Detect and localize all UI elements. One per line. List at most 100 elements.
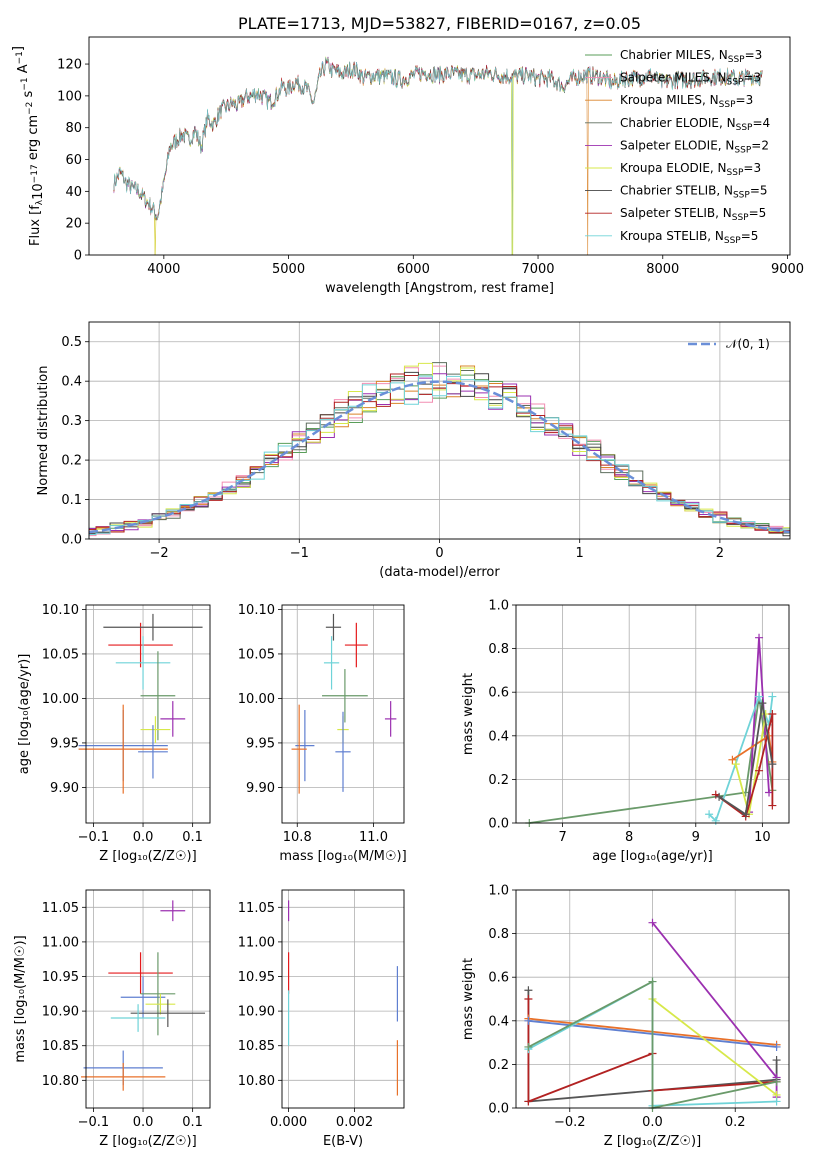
weight-marker [768,760,777,769]
x-axis-label: (data-model)/error [379,565,500,580]
x-tick-label: 0.002 [336,1115,373,1130]
weight-marker [768,710,777,718]
weight-marker [772,1097,781,1106]
weight-marker [768,692,777,701]
y-tick-label: 0.0 [488,1102,509,1117]
x-tick-label: −0.1 [78,1115,110,1130]
x-tick-label: 8000 [646,262,679,277]
y-tick-label: 10.00 [238,692,275,707]
y-tick-label: 10.95 [238,970,275,985]
spectrum-lines [113,56,763,255]
legend-entry: Kroupa ELODIE, NSSP=3 [620,161,761,178]
axes-frame [88,36,791,256]
y-tick-label: 10.05 [42,647,79,662]
weight-marker [731,760,740,769]
normal-curve [88,380,791,534]
legend-entry: Salpeter STELIB, NSSP=5 [620,206,766,223]
panel-residuals: −2 −1 0 1 2 0.0 0.1 0.2 0.3 0.4 0.5 (data-model)/er… [36,321,791,580]
y-tick-label: 0.6 [488,686,509,701]
panel-spectrum: 4000 5000 6000 7000 8000 9000 0 20 40 60 80 100 120 P… [11,14,804,296]
x-tick-label: 7000 [521,262,554,277]
y-tick-label: 0.8 [488,927,509,942]
x-axis-label: Z [log₁₀(Z/Z☉)] [604,1134,701,1149]
x-axis-label: Z [log₁₀(Z/Z☉)] [99,849,196,864]
errorbar-point [78,704,168,794]
y-tick-label: 80 [65,121,82,136]
y-tick-label: 9.95 [50,736,79,751]
legend-entry: Salpeter MILES, NSSP=3 [620,71,761,88]
y-tick-label: 0 [74,249,82,264]
axes-frame [281,889,405,1109]
y-tick-label: 9.90 [50,781,79,796]
panel-weight_vs_age: 7 8 9 10 0.0 0.2 0.4 0.6 0.8 1.0 age [log₁₀(age/yr… [461,599,790,864]
errorbar-point [108,622,173,668]
y-tick-label: 10.10 [42,603,79,618]
errorbar-point [138,725,168,779]
x-tick-label: 8 [625,830,633,845]
y-tick-label: 60 [65,153,82,168]
x-tick-label: −0.2 [554,1115,586,1130]
y-tick-label: 11.00 [238,935,275,950]
x-tick-label: 0.0 [133,830,154,845]
errorbar-point [295,709,315,782]
y-tick-label: 0.0 [488,817,509,832]
x-tick-label: 10.8 [283,830,312,845]
y-tick-label: 10.05 [238,647,275,662]
errorbar-point [160,701,186,737]
weight-marker [711,816,720,825]
y-tick-label: 10.10 [238,603,275,618]
y-axis-label: mass weight [461,958,476,1040]
x-tick-label: 10 [754,830,771,845]
weight-marker [755,692,764,701]
weight-marker [758,699,767,708]
y-tick-label: 0.8 [488,642,509,657]
y-tick-label: 100 [57,89,82,104]
y-tick-label: 11.05 [42,901,79,916]
y-tick-label: 0.4 [488,1014,509,1029]
legend-entry: Kroupa MILES, NSSP=3 [620,93,753,110]
x-tick-label: 0.2 [725,1115,746,1130]
y-tick-label: 120 [57,58,82,73]
errorbar-point [323,636,340,690]
x-tick-label: 0.0 [642,1115,663,1130]
spectrum-series-8 [113,56,763,221]
x-tick-label: 1 [576,546,584,561]
y-tick-label: 11.00 [42,935,79,950]
weight-marker [772,1077,781,1086]
panel-mass_vs_Z: −0.1 0.0 0.1 10.80 10.85 10.90 10.95 11.00 11.05… [13,889,211,1149]
y-tick-label: 10.85 [238,1039,275,1054]
weight-marker [705,810,714,819]
x-tick-label: 9000 [771,262,804,277]
errorbar-point [108,952,173,994]
errorbar-point [81,1063,166,1091]
weight-series [718,702,774,816]
x-tick-label: −0.1 [78,830,110,845]
axes-frame [515,889,790,1109]
y-tick-label: 0.1 [61,493,82,508]
y-tick-label: 0.6 [488,971,509,986]
weight-marker [524,1097,533,1106]
y-tick-label: 0.5 [61,335,82,350]
legend-entry: Chabrier STELIB, NSSP=5 [620,184,768,201]
weight-series [652,1080,777,1092]
legend-entry: Chabrier MILES, NSSP=3 [620,48,762,65]
weight-marker [772,1042,781,1051]
x-tick-label: 5000 [272,262,305,277]
x-tick-label: 4000 [147,262,180,277]
x-axis-label: age [log₁₀(age/yr)] [592,849,713,864]
x-axis-label: mass [log₁₀(M/M☉)] [279,849,406,864]
y-tick-label: 0.3 [61,414,82,429]
y-tick-label: 0.2 [488,1058,509,1073]
errorbar-point [110,1004,166,1032]
errorbar-point [140,716,171,743]
weight-marker [524,995,533,1003]
y-tick-label: 9.90 [246,781,275,796]
y-tick-label: 11.05 [238,901,275,916]
y-axis-label: Flux [fλ10−17 erg cm−2 s−1 A−1] [11,46,46,246]
legend-entry: Chabrier ELODIE, NSSP=4 [620,116,770,133]
x-tick-label: 7 [558,830,566,845]
errorbar-point [322,669,368,723]
panel-age_vs_Z: −0.1 0.0 0.1 9.90 9.95 10.00 10.05 10.10 Z [log₁… [17,603,211,864]
y-tick-label: 1.0 [488,599,509,614]
